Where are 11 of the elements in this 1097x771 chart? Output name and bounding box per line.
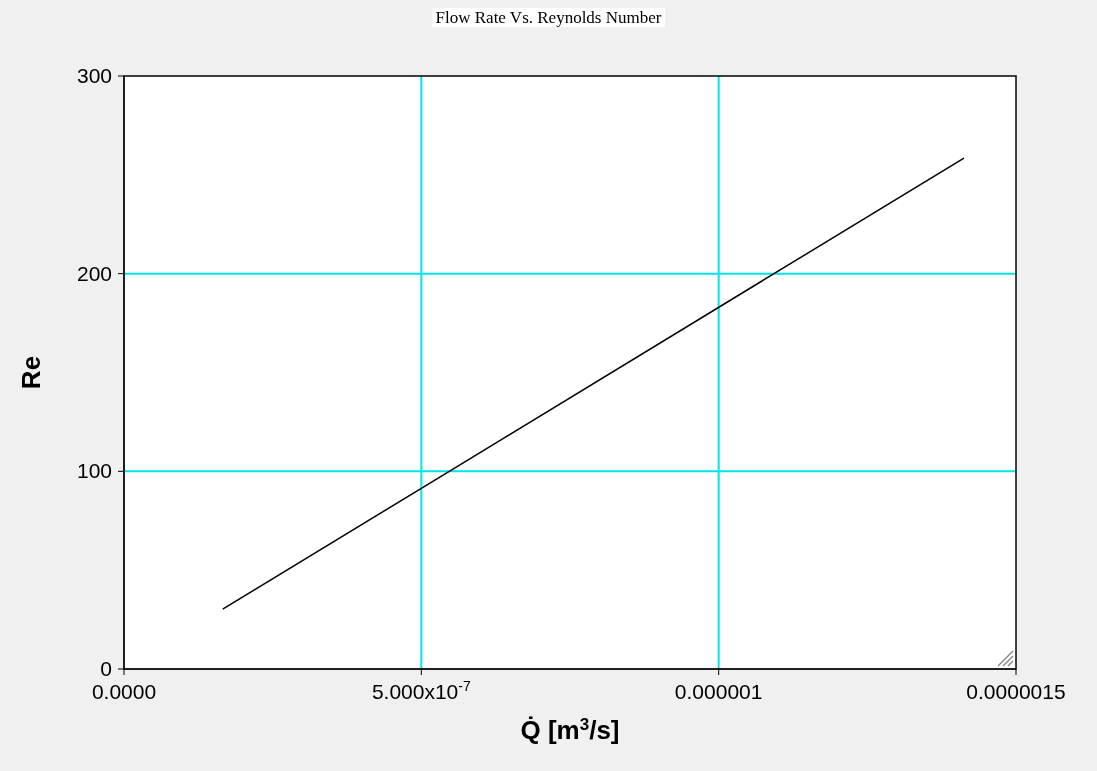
x-tick-label: 0.000001 — [674, 680, 763, 703]
y-tick-label: 300 — [76, 64, 112, 87]
y-tick-label: 100 — [76, 459, 112, 483]
x-axis-title: Q̇ [m$^{3}$/s] — [520, 714, 620, 745]
x-tick-label: 0.0000 — [91, 680, 157, 703]
chart-title: Flow Rate Vs. Reynolds Number — [431, 8, 666, 27]
y-tick-label: 200 — [76, 261, 112, 285]
x-tick-label: 0.0000015 — [966, 680, 1066, 703]
y-tick-label: 0 — [100, 657, 112, 680]
x-tick-label: 5.000x10$^{-7}$ — [371, 678, 471, 703]
y-axis-title: Re — [16, 355, 46, 390]
